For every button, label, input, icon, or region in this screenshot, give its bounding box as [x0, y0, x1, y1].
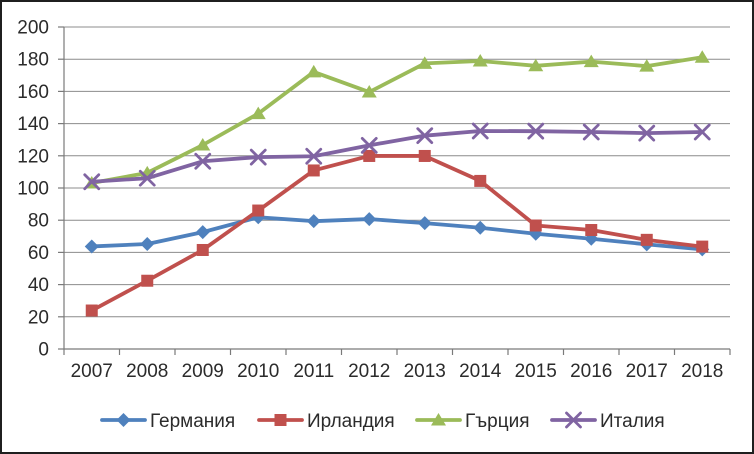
series-ireland — [85, 149, 709, 317]
data-point — [638, 124, 656, 142]
data-point — [528, 58, 544, 72]
y-tick-label: 20 — [28, 307, 49, 328]
x-tick-label: 2011 — [293, 361, 334, 382]
series-germany-line — [89, 215, 705, 252]
legend-label: Гърция — [465, 411, 530, 432]
x-tick-label: 2017 — [626, 361, 668, 382]
y-tick-label: 80 — [28, 211, 49, 232]
data-point — [363, 149, 376, 162]
x-tick-label: 2012 — [348, 361, 390, 382]
data-point — [196, 243, 209, 256]
data-point — [694, 50, 710, 63]
y-tick-label: 200 — [17, 18, 49, 39]
data-point — [362, 212, 377, 227]
data-point — [195, 225, 210, 240]
data-point — [249, 148, 267, 166]
data-point — [418, 149, 431, 162]
data-point — [195, 138, 211, 151]
x-tick-label: 2014 — [459, 361, 502, 382]
data-point — [471, 122, 489, 140]
legend-item-greece: Гърция — [415, 411, 530, 432]
data-point — [527, 122, 545, 140]
series-greece — [84, 50, 710, 189]
data-point — [417, 56, 433, 69]
y-tick-label: 140 — [17, 114, 49, 135]
data-point — [693, 123, 711, 141]
y-tick-label: 60 — [28, 243, 49, 264]
data-point — [360, 136, 378, 154]
legend-label: Германия — [150, 411, 235, 432]
data-point — [640, 233, 653, 246]
x-tick-label: 2013 — [404, 361, 446, 382]
data-point — [138, 169, 156, 187]
legend-label: Италия — [600, 411, 665, 432]
x-tick-label: 2010 — [237, 361, 279, 382]
data-point — [529, 219, 542, 232]
data-point — [83, 173, 101, 191]
data-point — [582, 123, 600, 141]
legend-label: Ирландия — [307, 411, 395, 432]
data-point — [416, 127, 434, 145]
data-point — [472, 53, 488, 67]
x-tick-label: 2016 — [570, 361, 612, 382]
data-point — [305, 147, 323, 165]
legend-item-germany: Германия — [100, 411, 235, 432]
data-point — [306, 64, 322, 78]
data-point — [474, 174, 487, 187]
y-tick-label: 40 — [28, 275, 49, 296]
legend-item-ireland: Ирландия — [257, 411, 395, 432]
data-point — [307, 164, 320, 177]
legend-item-italy: Италия — [550, 411, 665, 432]
x-tick-label: 2015 — [515, 361, 557, 382]
data-point — [84, 239, 99, 254]
y-tick-label: 120 — [17, 146, 49, 167]
legend-marker-diamond-icon — [116, 413, 131, 427]
data-point — [361, 85, 377, 98]
data-point — [140, 237, 155, 252]
data-point — [194, 152, 212, 170]
series-italy — [83, 122, 711, 191]
data-point — [250, 106, 266, 120]
legend-marker-x-icon — [565, 411, 582, 429]
x-tick-label: 2007 — [71, 361, 113, 382]
data-point — [141, 274, 154, 287]
x-tick-label: 2018 — [681, 361, 723, 382]
y-tick-label: 100 — [17, 179, 49, 200]
series-germany — [84, 210, 710, 257]
data-point — [585, 224, 598, 237]
series-ireland-line — [89, 154, 705, 313]
data-point — [639, 59, 655, 72]
x-tick-label: 2009 — [182, 361, 224, 382]
series-greece-line — [89, 55, 705, 185]
series-italy-line — [89, 129, 705, 184]
legend-marker-triangle-icon — [431, 413, 446, 426]
legend-marker-square-icon — [274, 414, 287, 426]
y-tick-label: 180 — [17, 50, 49, 71]
data-point — [473, 220, 488, 235]
data-point — [583, 54, 599, 68]
data-point — [417, 216, 432, 231]
data-point — [252, 204, 265, 217]
data-point — [696, 240, 709, 253]
x-tick-label: 2008 — [126, 361, 168, 382]
y-tick-label: 0 — [38, 340, 49, 361]
data-point — [306, 214, 321, 229]
data-point — [85, 304, 98, 317]
y-tick-label: 160 — [17, 82, 49, 103]
